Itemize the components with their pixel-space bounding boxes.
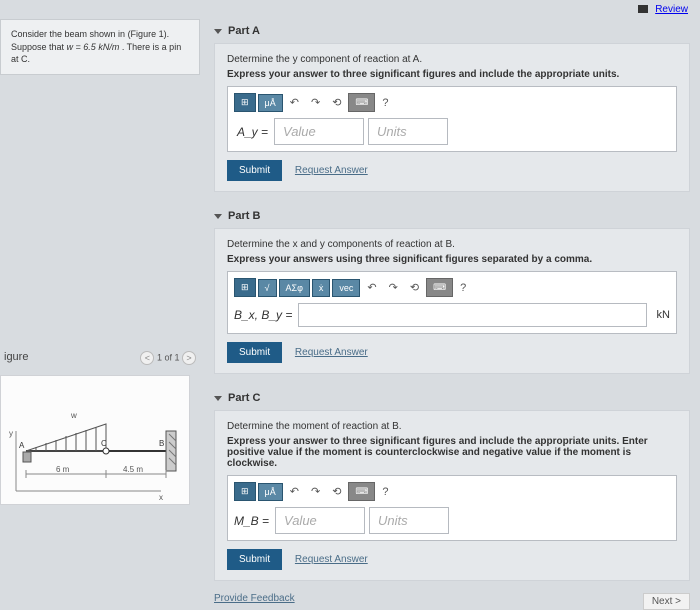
- svg-text:x: x: [159, 493, 163, 502]
- part-c-var: M_B =: [234, 514, 271, 528]
- review-link[interactable]: Review: [655, 4, 688, 15]
- undo-icon[interactable]: ↶: [362, 279, 381, 296]
- mu-tool[interactable]: μÅ: [258, 483, 283, 501]
- part-a-title: Part A: [228, 25, 260, 37]
- svg-text:A: A: [19, 441, 25, 450]
- undo-icon[interactable]: ↶: [285, 483, 304, 500]
- part-a-submit-button[interactable]: Submit: [227, 160, 282, 181]
- part-a-value-input[interactable]: Value: [274, 118, 364, 145]
- provide-feedback-link[interactable]: Provide Feedback: [214, 593, 295, 604]
- part-a-request-answer[interactable]: Request Answer: [295, 165, 368, 176]
- templates-icon[interactable]: ⊞: [234, 93, 256, 112]
- redo-icon[interactable]: ↷: [306, 94, 325, 111]
- figure-prev-button[interactable]: <: [140, 351, 154, 365]
- figure-pager: 1 of 1: [157, 352, 180, 362]
- svg-text:w: w: [70, 411, 77, 420]
- help-icon[interactable]: ?: [455, 280, 471, 296]
- reset-icon[interactable]: ⟲: [327, 483, 346, 500]
- part-b-submit-button[interactable]: Submit: [227, 342, 282, 363]
- part-c-answer-panel: ⊞ μÅ ↶ ↷ ⟲ ⌨ ? M_B = Value Units: [227, 475, 677, 541]
- undo-icon[interactable]: ↶: [285, 94, 304, 111]
- part-a-prompt2: Express your answer to three significant…: [227, 69, 677, 80]
- svg-text:B: B: [159, 439, 164, 448]
- sigma-tool[interactable]: ΑΣφ: [279, 279, 310, 297]
- help-icon[interactable]: ?: [377, 95, 393, 111]
- vec-tool[interactable]: vec: [332, 279, 360, 297]
- collapse-icon[interactable]: [214, 29, 222, 34]
- figure-next-button[interactable]: >: [182, 351, 196, 365]
- reset-icon[interactable]: ⟲: [327, 94, 346, 111]
- part-b-answer-panel: ⊞ √ ΑΣφ ẋ vec ↶ ↷ ⟲ ⌨ ? B_x, B_y =: [227, 271, 677, 334]
- part-c-prompt1: Determine the moment of reaction at B.: [227, 421, 677, 432]
- part-a-var: A_y =: [234, 125, 270, 139]
- part-b-unit: kN: [651, 309, 670, 321]
- part-b-var: B_x, B_y =: [234, 308, 294, 322]
- collapse-icon[interactable]: [214, 396, 222, 401]
- part-c-title: Part C: [228, 392, 260, 404]
- mu-tool[interactable]: μÅ: [258, 94, 283, 112]
- help-icon[interactable]: ?: [377, 484, 393, 500]
- part-a: Part A Determine the y component of reac…: [214, 19, 690, 192]
- sub-tool[interactable]: ẋ: [312, 279, 331, 297]
- redo-icon[interactable]: ↷: [384, 279, 403, 296]
- svg-text:6 m: 6 m: [56, 465, 70, 474]
- part-b-value-input[interactable]: [298, 303, 646, 327]
- sqrt-tool[interactable]: √: [258, 279, 277, 297]
- figure-canvas: y x w A C B: [0, 375, 190, 505]
- part-b-prompt2: Express your answers using three signifi…: [227, 254, 677, 265]
- reset-icon[interactable]: ⟲: [405, 279, 424, 296]
- part-c-value-input[interactable]: Value: [275, 507, 365, 534]
- part-c-submit-button[interactable]: Submit: [227, 549, 282, 570]
- figure-label: igure: [4, 351, 28, 363]
- part-c: Part C Determine the moment of reaction …: [214, 386, 690, 581]
- part-c-units-input[interactable]: Units: [369, 507, 449, 534]
- right-column: Part A Determine the y component of reac…: [200, 19, 700, 610]
- keyboard-icon[interactable]: ⌨: [348, 482, 375, 501]
- svg-text:4.5 m: 4.5 m: [123, 465, 143, 474]
- part-b-title: Part B: [228, 210, 260, 222]
- redo-icon[interactable]: ↷: [306, 483, 325, 500]
- part-b-request-answer[interactable]: Request Answer: [295, 347, 368, 358]
- review-icon: [638, 5, 648, 13]
- problem-var: w = 6.5 kN/m: [67, 42, 120, 52]
- part-c-prompt2: Express your answer to three significant…: [227, 436, 677, 469]
- next-button[interactable]: Next >: [643, 593, 690, 610]
- svg-text:C: C: [101, 439, 107, 448]
- part-a-units-input[interactable]: Units: [368, 118, 448, 145]
- templates-icon[interactable]: ⊞: [234, 278, 256, 297]
- templates-icon[interactable]: ⊞: [234, 482, 256, 501]
- problem-statement: Consider the beam shown in (Figure 1). S…: [0, 19, 200, 75]
- part-a-prompt1: Determine the y component of reaction at…: [227, 54, 677, 65]
- keyboard-icon[interactable]: ⌨: [348, 93, 375, 112]
- keyboard-icon[interactable]: ⌨: [426, 278, 453, 297]
- part-c-request-answer[interactable]: Request Answer: [295, 554, 368, 565]
- part-b-prompt1: Determine the x and y components of reac…: [227, 239, 677, 250]
- part-b: Part B Determine the x and y components …: [214, 204, 690, 374]
- left-column: Consider the beam shown in (Figure 1). S…: [0, 19, 200, 610]
- part-a-answer-panel: ⊞ μÅ ↶ ↷ ⟲ ⌨ ? A_y = Value Units: [227, 86, 677, 152]
- svg-text:y: y: [9, 429, 13, 438]
- collapse-icon[interactable]: [214, 214, 222, 219]
